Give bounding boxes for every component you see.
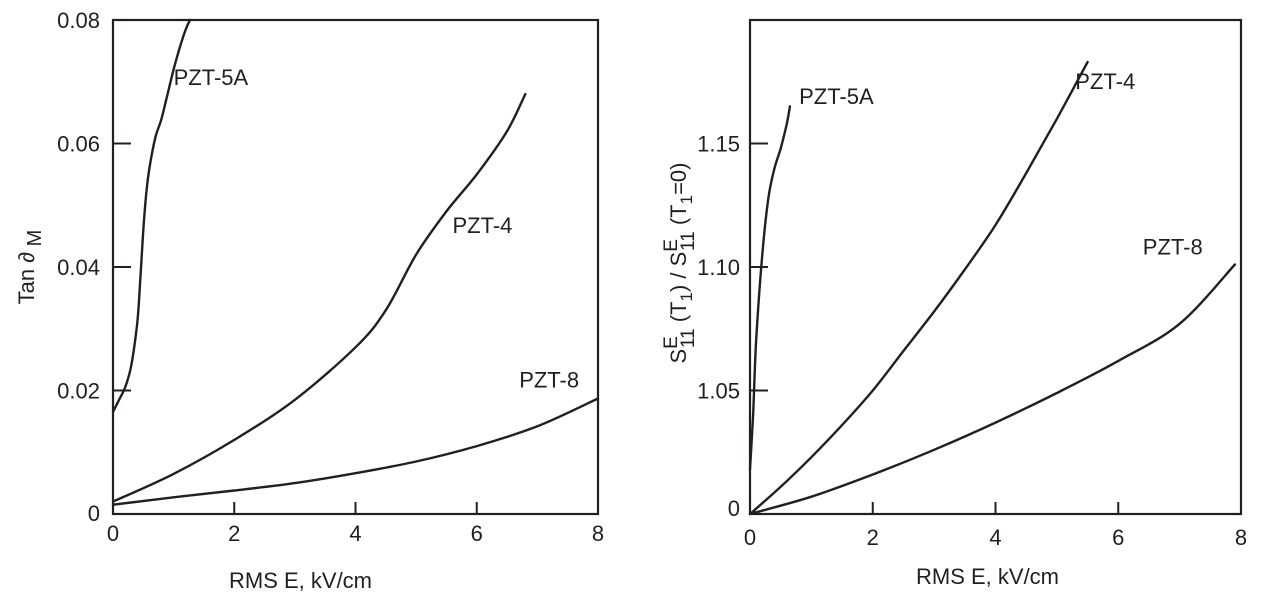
y-tick-label: 0 — [88, 501, 100, 526]
x-tick-label: 0 — [744, 525, 756, 550]
x-tick-label: 8 — [592, 521, 604, 546]
series-line-pzt-8 — [111, 397, 600, 506]
y-tick-label: 0.04 — [57, 255, 100, 280]
series-label-pzt-4: PZT-4 — [453, 213, 513, 238]
y-label-sub: 11 — [678, 231, 699, 251]
x-tick-label: 4 — [989, 525, 1001, 550]
y-tick-label: 0.08 — [57, 8, 100, 33]
x-axis-label: RMS E, kV/cm — [229, 568, 372, 592]
y-tick-label: 0 — [728, 496, 740, 521]
y-label-sub: 1 — [677, 195, 696, 204]
series-label-pzt-5a: PZT-5A — [799, 84, 874, 109]
series-label-pzt-4: PZT-4 — [1075, 69, 1135, 94]
x-tick-label: 6 — [471, 521, 483, 546]
y-axis-label-sub: M — [24, 230, 46, 252]
y-label-part: ) / S — [666, 252, 691, 292]
y-axis-label: SE11 (T1) / SE11 (T1=0) — [661, 162, 699, 363]
series-line-pzt-4 — [748, 60, 1089, 516]
y-tick-label: 1.15 — [697, 132, 740, 157]
y-axis-label: Tan ∂ M — [14, 230, 46, 305]
x-tick-label: 6 — [1112, 525, 1124, 550]
data-series — [748, 60, 1237, 516]
series-label-pzt-8: PZT-8 — [519, 367, 579, 392]
series-line-pzt-4 — [111, 92, 527, 503]
y-tick-label: 0.06 — [57, 132, 100, 157]
y-label-sub: 11 — [678, 328, 699, 348]
x-tick-label: 2 — [228, 521, 240, 546]
axis-ticks: 0 2 4 6 8 0 1.05 1.10 1.15 — [697, 132, 1247, 551]
series-line-pzt-5a — [748, 105, 792, 471]
x-axis-label: RMS E, kV/cm — [916, 564, 1059, 589]
y-label-sup: E — [661, 239, 682, 252]
y-tick-label: 1.05 — [697, 379, 740, 404]
x-tick-label: 8 — [1235, 525, 1247, 550]
axis-ticks: 0 2 4 6 8 0 0.02 0.04 0.06 0.08 — [57, 8, 604, 546]
data-series — [111, 18, 600, 506]
x-tick-label: 2 — [867, 525, 879, 550]
series-label-pzt-8: PZT-8 — [1143, 235, 1203, 260]
chart-tan-delta: Tan ∂ M RMS E, kV/cm 0 2 4 6 800.020.040.060… — [14, 8, 604, 592]
series-line-pzt-5a — [111, 18, 192, 414]
y-label-part: =0) — [666, 162, 691, 194]
y-tick-label: 0.02 — [57, 379, 100, 404]
y-axis-label-main: Tan ∂ — [14, 252, 39, 305]
x-tick-label: 4 — [349, 521, 361, 546]
y-label-part: S — [666, 349, 691, 364]
series-label-pzt-5a: PZT-5A — [174, 65, 249, 90]
y-label-part: (T — [666, 302, 691, 329]
y-label-sup: E — [661, 336, 682, 349]
y-label-sub: 1 — [677, 292, 696, 301]
y-tick-label: 1.10 — [697, 255, 740, 280]
x-tick-label: 0 — [107, 521, 119, 546]
series-labels: PZT-5A PZT-4 PZT-8 — [799, 69, 1203, 259]
series-line-pzt-8 — [748, 263, 1237, 516]
series-labels: PZT-5A PZT-4 PZT-8 — [174, 65, 579, 393]
y-label-part: (T — [666, 204, 691, 231]
